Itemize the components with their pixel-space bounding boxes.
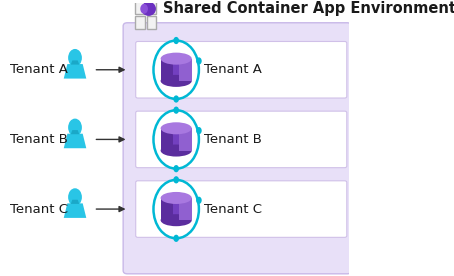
Ellipse shape	[161, 122, 192, 134]
Text: Shared Container App Environment: Shared Container App Environment	[163, 1, 454, 16]
Ellipse shape	[68, 188, 82, 206]
Polygon shape	[64, 203, 86, 218]
FancyBboxPatch shape	[136, 181, 347, 237]
Ellipse shape	[196, 57, 202, 65]
Polygon shape	[64, 64, 86, 79]
FancyBboxPatch shape	[135, 1, 145, 14]
Text: Tenant C: Tenant C	[204, 203, 262, 216]
Ellipse shape	[173, 37, 179, 44]
FancyBboxPatch shape	[147, 16, 157, 29]
Ellipse shape	[196, 197, 202, 204]
FancyBboxPatch shape	[147, 1, 157, 14]
Polygon shape	[179, 59, 192, 81]
Ellipse shape	[173, 95, 179, 103]
Ellipse shape	[173, 107, 179, 114]
Polygon shape	[161, 128, 173, 150]
Ellipse shape	[173, 176, 179, 184]
Text: Tenant B: Tenant B	[10, 133, 69, 146]
Polygon shape	[161, 59, 192, 81]
Polygon shape	[161, 128, 192, 150]
Polygon shape	[179, 198, 192, 220]
Polygon shape	[71, 60, 79, 65]
Ellipse shape	[173, 165, 179, 172]
Polygon shape	[71, 130, 79, 134]
FancyBboxPatch shape	[136, 41, 347, 98]
Ellipse shape	[161, 75, 192, 87]
FancyBboxPatch shape	[135, 16, 145, 29]
Text: Tenant B: Tenant B	[204, 133, 262, 146]
Polygon shape	[64, 134, 86, 148]
Text: Tenant A: Tenant A	[10, 63, 69, 76]
FancyBboxPatch shape	[123, 23, 351, 274]
Polygon shape	[179, 128, 192, 150]
Polygon shape	[161, 59, 173, 81]
Ellipse shape	[161, 214, 192, 226]
Ellipse shape	[161, 145, 192, 156]
Polygon shape	[161, 198, 173, 220]
FancyBboxPatch shape	[136, 111, 347, 168]
Ellipse shape	[196, 127, 202, 134]
Ellipse shape	[173, 235, 179, 242]
Ellipse shape	[140, 4, 148, 14]
Polygon shape	[71, 200, 79, 204]
Ellipse shape	[161, 53, 192, 65]
Ellipse shape	[68, 49, 82, 67]
Polygon shape	[161, 198, 192, 220]
Text: Tenant A: Tenant A	[204, 63, 262, 76]
Text: Tenant C: Tenant C	[10, 203, 69, 216]
Ellipse shape	[161, 192, 192, 204]
Ellipse shape	[68, 119, 82, 136]
Ellipse shape	[141, 2, 156, 16]
